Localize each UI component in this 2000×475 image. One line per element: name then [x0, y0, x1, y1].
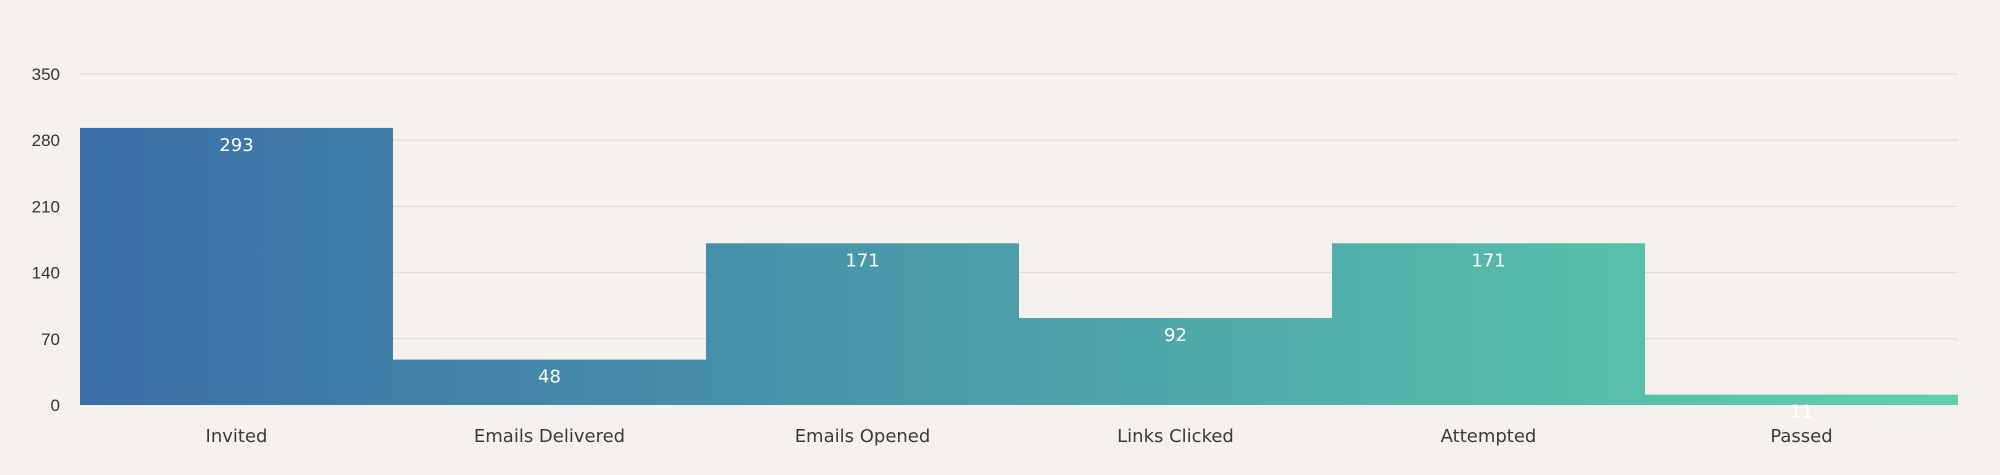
bar-attempted[interactable] [1332, 243, 1645, 405]
value-label: 48 [538, 367, 561, 388]
y-tick-label: 210 [32, 197, 60, 216]
x-category-label: Emails Opened [795, 426, 931, 447]
x-category-label: Passed [1770, 426, 1832, 447]
bar-passed[interactable] [1645, 394, 1958, 405]
bar-emails-delivered[interactable] [393, 359, 706, 405]
x-category-label: Invited [206, 426, 268, 447]
x-axis-labels: Invited Emails Delivered Emails Opened Link… [206, 426, 1833, 447]
value-labels: 293 48 171 92 171 11 [219, 135, 1813, 423]
x-category-label: Attempted [1441, 426, 1537, 447]
bars [80, 127, 1958, 406]
x-category-label: Emails Delivered [474, 426, 625, 447]
value-label: 11 [1790, 402, 1813, 423]
bar-invited[interactable] [80, 127, 393, 406]
y-tick-label: 70 [41, 330, 60, 349]
value-label: 171 [1471, 250, 1505, 271]
y-tick-label: 350 [32, 65, 60, 84]
value-label: 92 [1164, 325, 1187, 346]
bar-links-clicked[interactable] [1019, 317, 1332, 405]
y-axis-ticks: 0 70 140 210 280 350 [32, 65, 60, 415]
x-category-label: Links Clicked [1117, 426, 1234, 447]
y-tick-label: 140 [32, 264, 60, 283]
value-label: 293 [219, 135, 253, 156]
y-tick-label: 0 [51, 396, 60, 415]
bar-emails-opened[interactable] [706, 243, 1019, 405]
y-tick-label: 280 [32, 131, 60, 150]
value-label: 171 [845, 250, 879, 271]
